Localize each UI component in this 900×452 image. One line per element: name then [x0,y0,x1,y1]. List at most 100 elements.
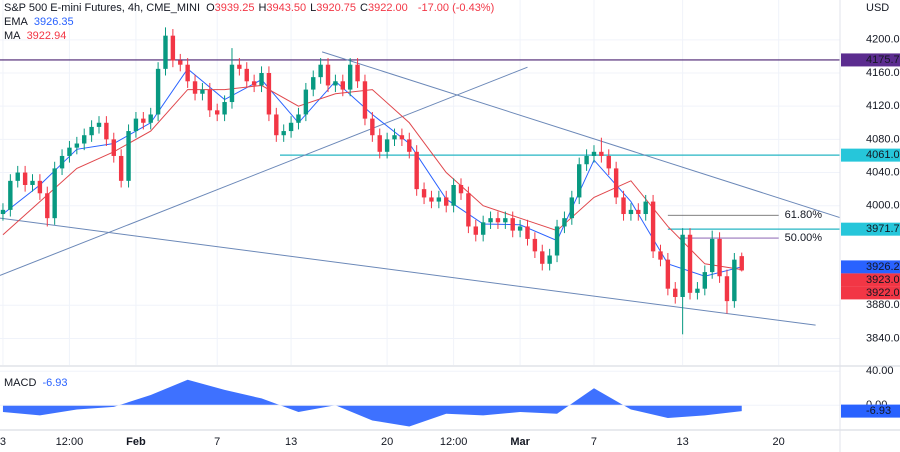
candle-body [473,226,478,235]
candle-body [318,64,323,78]
candle-body [377,135,382,152]
y-tick-label: 4160.00 [866,67,900,79]
candle-body [599,151,604,156]
candle-body [347,64,353,90]
candle-body [288,122,294,132]
y-tick-label: 4120.00 [866,100,900,112]
candle-body [584,155,589,165]
candle-body [680,234,685,297]
candle-body [540,251,545,264]
candle-body [74,143,80,148]
ema-legend: EMA 3926.35 [4,16,77,28]
candle-body [8,180,13,210]
candle-body [52,168,57,219]
candle-body [724,276,730,302]
candle-body [525,226,530,239]
x-tick-label: Feb [126,436,146,448]
ohlc-value: 3939.25 [214,2,255,14]
candle-body [259,73,264,86]
change: -17.00 (-0.43%) [417,2,495,14]
candle-body [444,197,449,206]
price-tag-label: 3926.25 [866,261,900,273]
candle-body [200,89,205,94]
candle-body [30,180,35,185]
candle-body [82,135,87,144]
y-tick-label: 4000.00 [866,200,900,212]
candle-body [673,288,678,297]
candle-body [606,155,611,169]
candle-body [229,64,235,103]
candle-body [355,64,360,82]
candle-body [89,126,94,136]
candle-body [163,35,168,69]
candle-body [192,81,198,94]
candle-body [325,64,331,86]
candle-body [554,226,560,256]
trendline [0,217,816,326]
candle-body [577,164,582,198]
candle-body [281,131,286,136]
candle-body [333,81,338,86]
candle-body [311,77,316,90]
candle-body [178,60,183,65]
trendline [321,51,840,219]
candle-body [0,209,6,215]
fib-label: 61.80% [785,209,823,221]
ohlc-key: H [258,2,267,14]
y-tick-label: 4200.00 [866,34,900,46]
candle-body [480,222,486,235]
candle-body [15,172,20,181]
candle-body [362,81,368,119]
candle-body [695,288,700,293]
indicator-value: 3926.35 [33,16,74,28]
candle-body [562,218,567,227]
ohlc-value: 3922.00 [368,2,408,14]
candle-body [237,64,242,69]
candle-body [215,110,220,115]
candle-body [429,197,434,202]
candle-body [687,234,693,293]
price-tag [841,286,900,300]
price-tag [841,53,900,67]
price-tag [841,148,900,162]
symbol-legend: S&P 500 E-mini Futures, 4h, CME_MINI O39… [4,2,497,14]
macd-tick-label: 40.00 [866,365,894,377]
macd-legend: MACD -6.93 [4,377,71,389]
candle-body [613,168,619,198]
x-tick-label: 3 [0,436,6,448]
candle-body [510,218,515,231]
candle-body [266,73,272,115]
price-tag [841,260,900,274]
candle-body [45,193,50,219]
indicator-line [2,84,742,271]
candle-body [303,89,309,115]
candle-body [133,118,139,132]
x-tick-label: 20 [773,436,785,448]
indicator-name: MA [4,30,21,42]
ohlc-value: 3943.50 [266,2,307,14]
candle-body [451,184,456,206]
price-tag [841,273,900,287]
candle-body [399,135,405,140]
candle-body [732,259,737,302]
candle-body [436,197,442,202]
candle-body [547,255,552,264]
x-tick-label: 12:00 [440,436,468,448]
candle-body [414,151,419,190]
ohlc-key: O [206,2,215,14]
indicator-name: EMA [4,16,28,28]
candle-body [104,122,109,140]
candle-body [207,89,213,111]
candle-body [251,81,257,86]
candle-body [67,147,72,156]
price-tag-label: 3971.75 [866,223,900,235]
candle-body [141,118,146,123]
price-tag-label: 4175.75 [866,54,900,66]
candle-body [643,201,648,215]
candle-body [636,209,641,215]
fib-label: 50.00% [785,232,823,244]
candle-body [170,35,176,61]
candle-body [621,197,626,215]
candle-body [118,155,124,181]
